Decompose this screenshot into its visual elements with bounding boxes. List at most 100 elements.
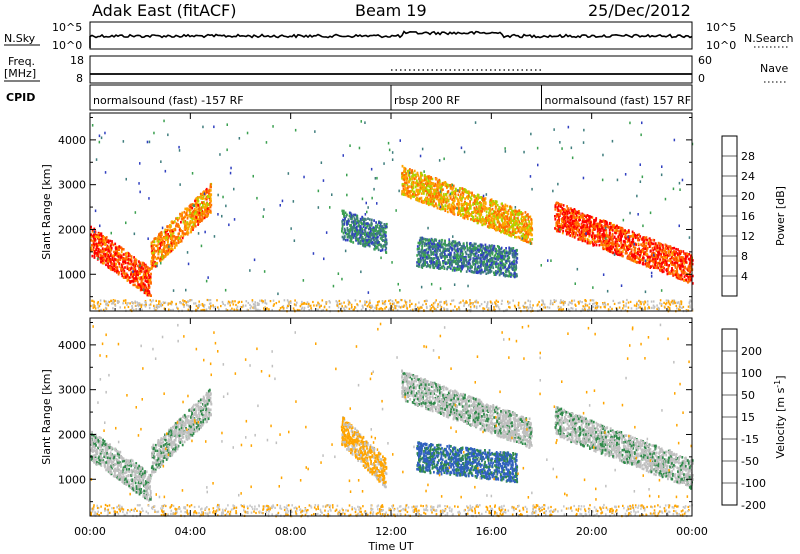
echo-point [469, 244, 472, 248]
echo-point [414, 181, 417, 184]
echo-point [486, 303, 489, 306]
echo-point [470, 264, 472, 268]
echo-point [382, 233, 385, 236]
echo-point [136, 286, 139, 289]
echo-point [430, 260, 433, 263]
echo-point [428, 202, 431, 206]
echo-point [174, 228, 177, 232]
echo-point [118, 245, 121, 248]
echo-point [119, 306, 121, 309]
echo-point [489, 252, 491, 255]
echo-point [401, 171, 404, 175]
echo-point [516, 210, 519, 213]
echo-point [117, 252, 120, 255]
echo-point [491, 259, 494, 262]
echo-point [255, 308, 257, 311]
echo-point [471, 214, 473, 218]
echo-point [178, 224, 180, 228]
echo-point [503, 211, 505, 215]
echo-point [385, 250, 387, 254]
echo-point [450, 206, 452, 209]
echo-point [198, 206, 201, 210]
echo-point [98, 250, 101, 254]
echo-point [139, 269, 142, 273]
echo-point [689, 306, 691, 309]
echo-point [504, 208, 507, 212]
station-title: Adak East (fitACF) [92, 1, 236, 20]
echo-point [560, 308, 562, 311]
echo-point [120, 248, 123, 251]
echo-point [456, 252, 459, 256]
echo-point [507, 228, 509, 231]
echo-point [526, 224, 528, 227]
echo-point [191, 206, 194, 210]
echo-point [419, 260, 422, 264]
echo-point [502, 229, 505, 233]
echo-point [432, 246, 435, 249]
echo-point [118, 265, 121, 268]
echo-point [256, 303, 259, 306]
echo-point [516, 252, 519, 256]
echo-point [437, 266, 440, 269]
echo-point [381, 302, 384, 305]
echo-point [194, 220, 197, 224]
echo-point [198, 220, 201, 223]
echo-point [456, 250, 459, 254]
echo-point [359, 239, 362, 243]
echo-point [484, 202, 487, 206]
echo-point [464, 211, 467, 214]
echo-point [160, 230, 163, 234]
echo-point [198, 305, 200, 308]
echo-point [528, 227, 531, 231]
echo-point [473, 305, 476, 308]
echo-point [361, 218, 364, 222]
echo-point [209, 201, 211, 205]
echo-point [493, 255, 496, 258]
echo-point [456, 244, 459, 248]
echo-point [466, 301, 468, 304]
echo-point [425, 197, 428, 200]
echo-point [525, 222, 528, 225]
echo-point [450, 247, 453, 250]
echo-point [510, 219, 512, 223]
echo-point [454, 193, 457, 197]
echo-point [218, 308, 220, 311]
echo-point [201, 201, 203, 204]
echo-point [422, 199, 425, 203]
echo-point [378, 225, 381, 228]
echo-point [178, 217, 181, 220]
echo-point [187, 231, 190, 235]
echo-point [197, 218, 200, 221]
echo-point [581, 308, 584, 311]
echo-point [453, 267, 456, 270]
echo-point [525, 214, 528, 217]
echo-point [169, 244, 172, 248]
echo-point [464, 250, 467, 254]
echo-point [207, 214, 209, 217]
echo-point [653, 305, 656, 308]
echo-point [238, 300, 240, 303]
echo-point [106, 258, 108, 261]
echo-point [377, 248, 380, 252]
echo-point [430, 185, 432, 188]
echo-point [503, 254, 506, 258]
echo-point [506, 217, 509, 221]
echo-point [124, 306, 126, 309]
echo-point [137, 305, 140, 308]
echo-point [357, 304, 359, 307]
echo-point [437, 185, 440, 189]
echo-point [451, 209, 454, 212]
echo-point [498, 229, 501, 233]
echo-point [436, 180, 439, 183]
echo-point [118, 262, 121, 265]
echo-point [449, 263, 451, 266]
echo-point [482, 264, 485, 267]
echo-point [148, 273, 150, 277]
echo-point [337, 306, 340, 309]
echo-point [208, 189, 211, 193]
echo-point [505, 225, 507, 228]
echo-point [205, 308, 208, 311]
echo-point [107, 300, 110, 303]
echo-point [463, 216, 466, 220]
echo-point [369, 304, 372, 307]
